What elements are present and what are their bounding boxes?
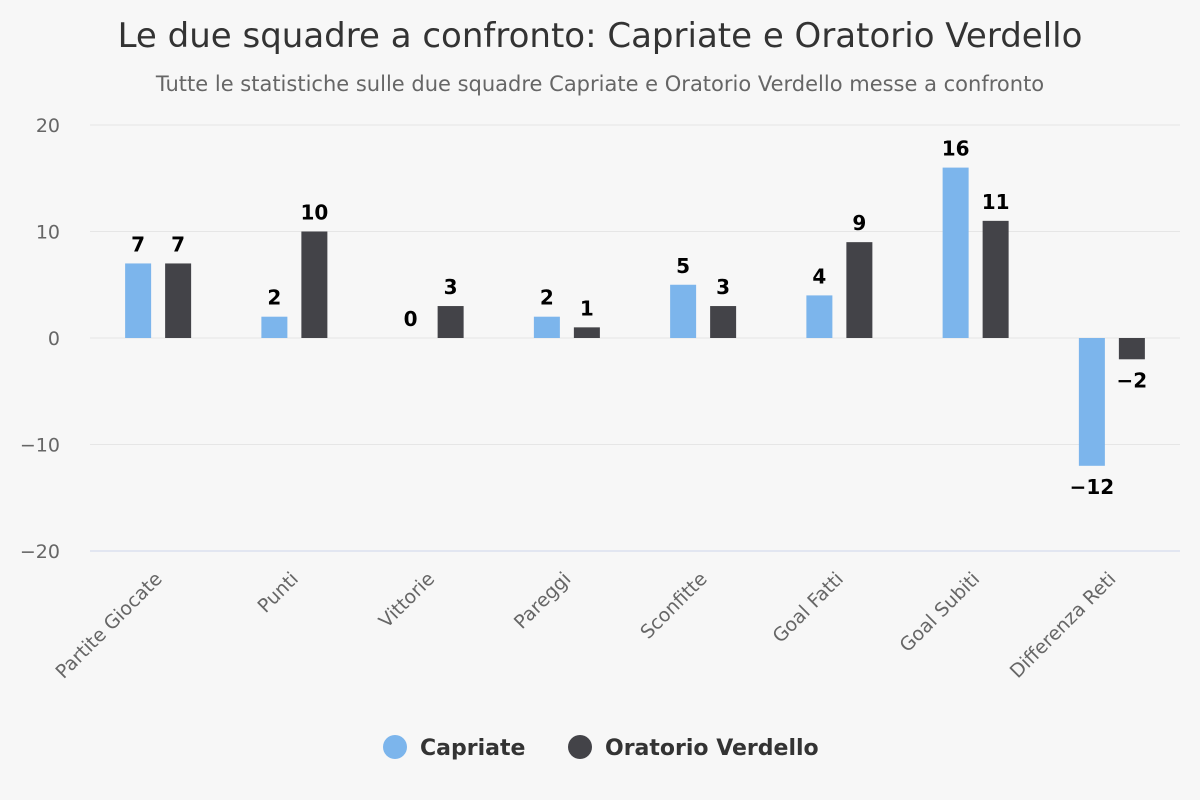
data-label: 11: [982, 190, 1010, 214]
x-tick-label: Sconfitte: [636, 568, 711, 643]
data-label: 9: [852, 211, 866, 235]
x-tick-label: Goal Subiti: [895, 568, 984, 657]
bar[interactable]: [1118, 338, 1145, 360]
data-label: 1: [580, 296, 594, 320]
bar[interactable]: [670, 284, 697, 338]
bar[interactable]: [261, 316, 288, 338]
y-tick-label: 10: [36, 222, 60, 244]
x-tick-label: Goal Fatti: [768, 568, 847, 647]
legend-item[interactable]: Oratorio Verdello: [568, 735, 819, 761]
data-label: −2: [1117, 368, 1148, 392]
data-label: 2: [540, 286, 554, 310]
legend-item[interactable]: Capriate: [383, 735, 525, 761]
bar[interactable]: [846, 242, 873, 338]
data-label: 10: [300, 201, 328, 225]
bar[interactable]: [301, 231, 328, 339]
bar[interactable]: [1078, 338, 1105, 466]
legend: Capriate Oratorio Verdello: [383, 735, 819, 761]
bar[interactable]: [573, 327, 600, 338]
bar[interactable]: [533, 316, 560, 338]
y-tick-label: −20: [20, 541, 60, 563]
bar[interactable]: [125, 263, 152, 338]
chart-subtitle: Tutte le statistiche sulle due squadre C…: [155, 72, 1044, 96]
data-labels: 7 2 0 2 5 4 16 −12 7 10 3 1 3 9 11 −2: [131, 137, 1147, 499]
y-tick-label: 0: [48, 328, 60, 350]
data-label: 2: [267, 286, 281, 310]
data-label: 16: [942, 137, 970, 161]
y-axis-ticks: 20 10 0 −10 −20: [20, 115, 60, 563]
data-label: 5: [676, 254, 690, 278]
bar[interactable]: [710, 306, 737, 338]
bar[interactable]: [437, 306, 464, 338]
legend-marker: [383, 735, 407, 759]
data-label: 3: [716, 275, 730, 299]
chart-title: Le due squadre a confronto: Capriate e O…: [118, 16, 1083, 56]
x-tick-label: Differenza Reti: [1006, 568, 1121, 683]
bars: [125, 167, 1145, 466]
x-tick-label: Partite Giocate: [52, 568, 167, 683]
bar[interactable]: [806, 295, 833, 338]
grid-layer: [90, 124, 1180, 552]
x-axis-ticks: Partite Giocate Punti Vittorie Pareggi Sconf…: [52, 568, 1121, 683]
data-label: 7: [171, 232, 185, 256]
x-tick-label: Vittorie: [375, 568, 439, 632]
bar[interactable]: [942, 167, 969, 338]
legend-label: Oratorio Verdello: [605, 736, 819, 761]
data-label: 3: [444, 275, 458, 299]
y-tick-label: −10: [20, 435, 60, 457]
legend-label: Capriate: [420, 736, 525, 761]
bar[interactable]: [982, 220, 1009, 338]
data-label: 0: [404, 307, 418, 331]
x-tick-label: Punti: [253, 568, 302, 617]
data-label: −12: [1070, 475, 1115, 499]
data-label: 4: [812, 264, 826, 288]
bar[interactable]: [165, 263, 192, 338]
legend-marker: [568, 735, 592, 759]
data-label: 7: [131, 232, 145, 256]
y-tick-label: 20: [36, 115, 60, 137]
x-tick-label: Pareggi: [510, 568, 576, 634]
